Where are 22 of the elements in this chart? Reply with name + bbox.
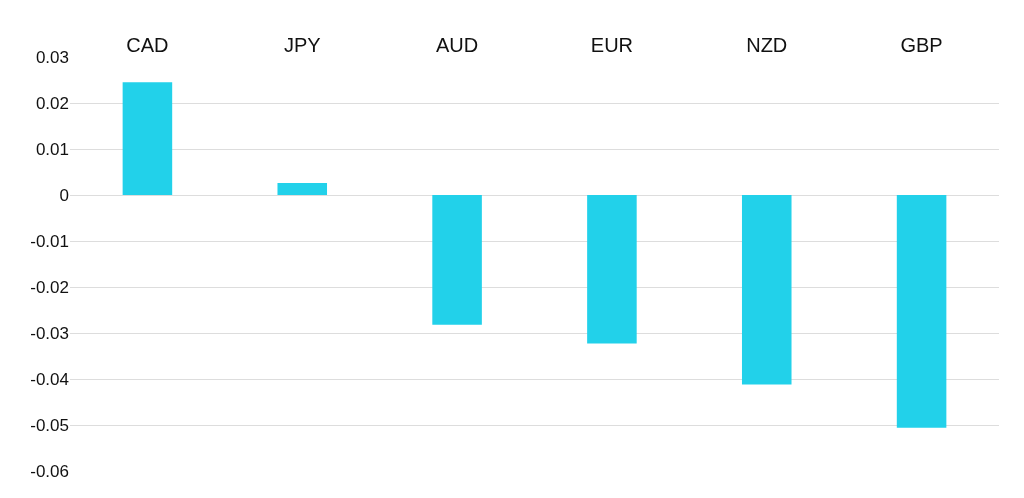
y-tick-label: -0.01 <box>30 231 69 251</box>
y-tick-label: -0.05 <box>30 415 69 435</box>
bar <box>741 195 792 385</box>
x-tick-label: NZD <box>746 34 788 56</box>
y-tick-label: -0.04 <box>30 369 69 389</box>
x-tick-label: AUD <box>435 34 479 56</box>
y-tick-label: -0.06 <box>30 461 69 481</box>
y-tick-label: -0.03 <box>30 323 69 343</box>
x-tick-label: CAD <box>126 34 169 56</box>
x-tick-label: EUR <box>590 34 634 56</box>
bar <box>122 82 173 195</box>
y-tick-label: -0.02 <box>30 277 69 297</box>
bar <box>432 195 482 325</box>
bar <box>896 195 947 428</box>
y-tick-label: 0.01 <box>35 139 69 159</box>
x-tick-label: GBP <box>900 34 943 56</box>
y-tick-label: 0.03 <box>35 47 69 67</box>
bar <box>277 183 328 195</box>
bar <box>587 195 637 344</box>
y-tick-label: 0.02 <box>35 93 69 113</box>
x-tick-label: JPY <box>283 34 321 56</box>
y-tick-label: 0 <box>59 185 69 205</box>
